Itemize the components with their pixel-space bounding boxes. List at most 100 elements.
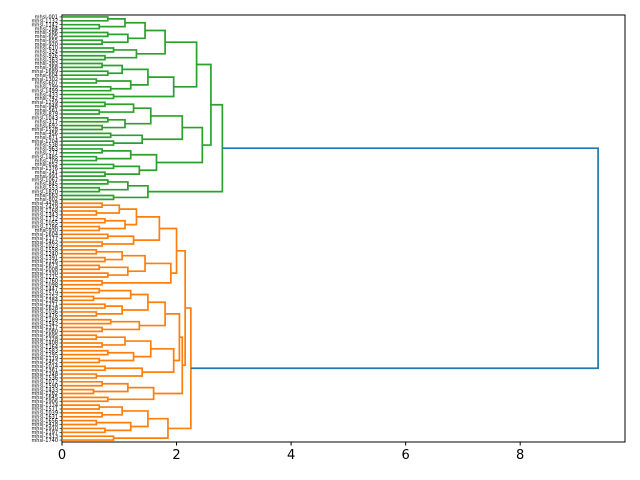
dendrogram-link xyxy=(62,194,115,201)
dendrogram-link xyxy=(96,421,132,432)
dendrogram-link xyxy=(142,115,184,141)
dendrogram-link xyxy=(125,107,152,125)
dendrogram-link xyxy=(62,210,98,216)
leaf-label: mhsl-1197 xyxy=(31,430,58,436)
leaf-label: mhsl-538 xyxy=(35,143,58,149)
dendrogram-link xyxy=(62,163,115,170)
leaf-label: mhsl-1189 xyxy=(31,317,58,323)
dendrogram-link xyxy=(62,225,101,232)
leaf-label: mhsl-1820 xyxy=(31,189,58,195)
leaf-label: mhsl-1536 xyxy=(31,376,58,382)
dendrogram-link xyxy=(130,153,158,172)
leaf-label: mhsl-199 xyxy=(35,85,58,91)
dendrogram-link xyxy=(62,295,95,302)
leaf-label: mhsl-1124 xyxy=(31,403,58,409)
leaf-label: mhsl-1036 xyxy=(31,310,58,316)
dendrogram-link xyxy=(62,396,109,403)
dendrogram-link xyxy=(96,305,123,315)
leaf-label: mhsl-1072 xyxy=(31,380,58,386)
dendrogram-link xyxy=(62,303,106,309)
dendrogram-link xyxy=(119,208,138,226)
dendrogram-link xyxy=(133,216,161,241)
leaf-label: mhsl-1590 xyxy=(31,383,58,389)
dendrogram-link xyxy=(62,419,98,426)
dendrogram-link xyxy=(62,179,109,185)
dendrogram-link xyxy=(110,134,144,144)
dendrogram-link xyxy=(96,80,132,90)
dendrogram-link xyxy=(62,365,106,372)
dendrogram-link xyxy=(99,406,123,416)
leaf-label: mhsl-1142 xyxy=(31,22,58,28)
leaf-label: mhsl-383 xyxy=(35,61,58,67)
x-tick-label: 0 xyxy=(58,448,66,463)
leaf-label: mhsl-324 xyxy=(35,50,58,56)
dendrogram-link xyxy=(122,68,149,86)
leaf-label: mhsl-802 xyxy=(35,197,58,203)
leaf-label: mhsl-1631 xyxy=(31,414,58,420)
dendrogram-link xyxy=(62,318,112,325)
dendrogram-link xyxy=(113,76,175,98)
dendrogram-link xyxy=(102,64,123,75)
leaf-label: mhsl-1271 xyxy=(31,302,58,308)
dendrogram-link xyxy=(176,249,186,367)
leaf-label: mhsl-1760 xyxy=(31,279,58,285)
leaf-label: mhsl-1228 xyxy=(31,337,58,343)
dendrogram-link xyxy=(62,54,106,61)
leaf-label: mhsl-1168 xyxy=(31,209,58,215)
x-tick-label: 2 xyxy=(172,448,180,463)
dendrogram-link xyxy=(62,93,115,100)
leaf-label: mhsl-1384 xyxy=(31,298,58,304)
leaf-label: mhsl-1656 xyxy=(31,418,58,424)
dendrogram-link xyxy=(102,262,172,284)
leaf-label: mhsl-1645 xyxy=(31,395,58,401)
dendrogram-link xyxy=(139,301,166,327)
dendrogram-link xyxy=(62,256,106,263)
dendrogram-link xyxy=(102,118,126,129)
leaf-label: mhsl-368 xyxy=(35,65,58,71)
leaf-label: mhsl-1673 xyxy=(31,263,58,269)
dendrogram-link xyxy=(62,186,101,193)
leaf-label: mhsl-1499 xyxy=(31,88,58,94)
dendrogram-link xyxy=(62,412,103,418)
leaf-label: mhsl-456 xyxy=(35,131,58,137)
leaf-label: mhsl-1126 xyxy=(31,259,58,265)
dendrogram-link xyxy=(113,184,149,199)
leaf-label: mhsl-4428 xyxy=(31,201,58,207)
dendrogram-link xyxy=(62,241,103,247)
leaf-label: mhsl-1528 xyxy=(31,127,58,133)
leaf-label: mhsl-1583 xyxy=(31,348,58,354)
dendrogram-link xyxy=(96,250,123,261)
leaf-label: mhsl-926 xyxy=(35,53,58,59)
leaf-label: mhsl-363 xyxy=(35,57,58,63)
leaf-label: mhsl-184 xyxy=(35,26,58,32)
dendrogram-link xyxy=(190,147,599,370)
dendrogram-link xyxy=(62,427,106,434)
dendrogram-link xyxy=(62,155,98,162)
dendrogram-link xyxy=(62,31,109,38)
leaf-label: mhsl-655 xyxy=(35,38,58,44)
leaf-label: mhsl-1462 xyxy=(31,240,58,246)
dendrogram-link xyxy=(136,29,166,55)
x-tick-label: 6 xyxy=(402,448,410,463)
leaf-label: mhsl-1008 xyxy=(31,267,58,273)
dendrogram-link xyxy=(62,124,103,131)
leaf-label: mhsl-963 xyxy=(35,147,58,153)
leaf-label: mhsl-553 xyxy=(35,185,58,191)
dendrogram-link xyxy=(104,165,141,176)
leaf-label: mhsl-948 xyxy=(35,104,58,110)
leaf-label: mhsl-1571 xyxy=(31,407,58,413)
dendrogram-link xyxy=(62,272,109,278)
dendrogram-link xyxy=(62,326,103,333)
dendrogram-link xyxy=(62,404,101,410)
dendrogram-link xyxy=(62,311,98,317)
dendrogram-link xyxy=(62,47,115,53)
leaf-label: mhsl-1376 xyxy=(31,166,58,172)
leaf-label: mhsl-607 xyxy=(35,81,58,87)
plot-frame xyxy=(61,14,626,443)
leaf-label: mhsl-1485 xyxy=(31,154,58,160)
dendrogram-link xyxy=(62,349,109,356)
dendrogram-link xyxy=(62,264,101,271)
leaf-label: mhsl-141 xyxy=(35,170,58,176)
dendrogram-link xyxy=(156,126,204,164)
leaf-label: mhsl-709 xyxy=(35,158,58,164)
